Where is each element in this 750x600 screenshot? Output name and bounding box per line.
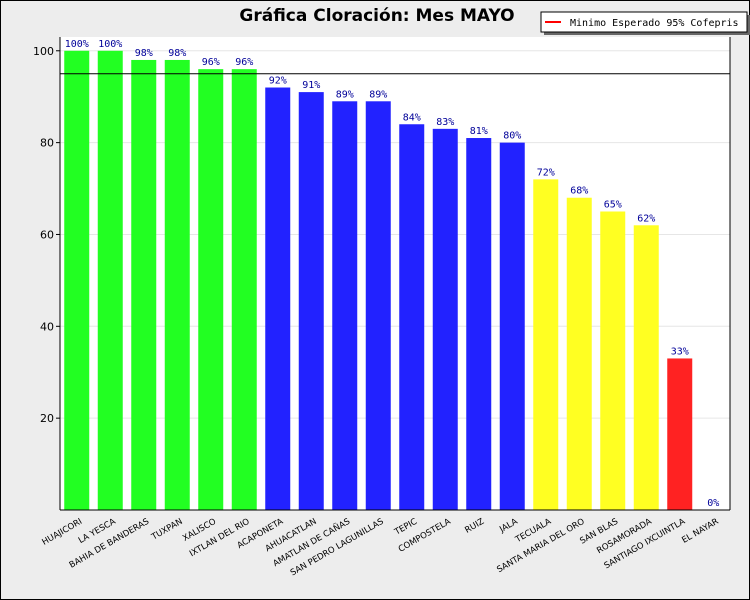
legend-box xyxy=(540,11,748,33)
bar xyxy=(97,50,123,510)
data-label: 33% xyxy=(671,346,689,357)
bar xyxy=(633,225,659,510)
bar xyxy=(265,87,291,511)
data-label: 84% xyxy=(403,112,421,123)
bar xyxy=(466,138,492,511)
x-tick-label: HUAJICORI xyxy=(41,517,85,548)
bar xyxy=(131,59,157,510)
data-label: 96% xyxy=(235,57,253,68)
bar xyxy=(231,69,257,510)
bar xyxy=(164,59,190,510)
data-label: 72% xyxy=(537,167,555,178)
x-tick-label: JALA xyxy=(497,517,519,536)
bar xyxy=(198,69,224,510)
bar xyxy=(64,50,90,510)
data-label: 92% xyxy=(269,76,287,87)
legend-label: Minimo Esperado 95% Cofepris xyxy=(570,18,739,29)
data-label: 100% xyxy=(65,39,89,50)
data-label: 83% xyxy=(436,117,454,128)
bar xyxy=(566,197,592,510)
x-tick-label: EL NAYAR xyxy=(680,517,720,546)
chart-title: Gráfica Cloración: Mes MAYO xyxy=(239,6,514,26)
data-label: 98% xyxy=(135,48,153,59)
bar xyxy=(365,101,391,510)
data-label: 0% xyxy=(707,498,719,509)
bar xyxy=(499,142,525,511)
x-tick-label: TUXPAN xyxy=(149,517,184,543)
y-tick-label: 60 xyxy=(40,228,54,241)
plot-area xyxy=(60,37,730,510)
data-label: 65% xyxy=(604,200,622,211)
bar xyxy=(332,101,358,510)
data-label: 100% xyxy=(98,39,122,50)
bar xyxy=(298,92,324,510)
data-label: 91% xyxy=(302,80,320,91)
data-label: 98% xyxy=(168,48,186,59)
bar xyxy=(667,358,693,510)
data-label: 89% xyxy=(369,89,387,100)
data-label: 80% xyxy=(503,131,521,142)
data-label: 96% xyxy=(202,57,220,68)
y-tick-label: 80 xyxy=(40,137,54,150)
data-label: 81% xyxy=(470,126,488,137)
data-label: 89% xyxy=(336,89,354,100)
y-tick-label: 20 xyxy=(40,412,54,425)
y-tick-label: 40 xyxy=(40,320,54,333)
x-tick-label: RUIZ xyxy=(463,517,486,536)
y-tick-label: 100 xyxy=(33,45,54,58)
data-label: 62% xyxy=(637,213,655,224)
bar xyxy=(600,211,626,510)
bar xyxy=(399,124,425,510)
data-label: 68% xyxy=(570,186,588,197)
bar xyxy=(432,128,458,510)
bar xyxy=(533,179,559,510)
